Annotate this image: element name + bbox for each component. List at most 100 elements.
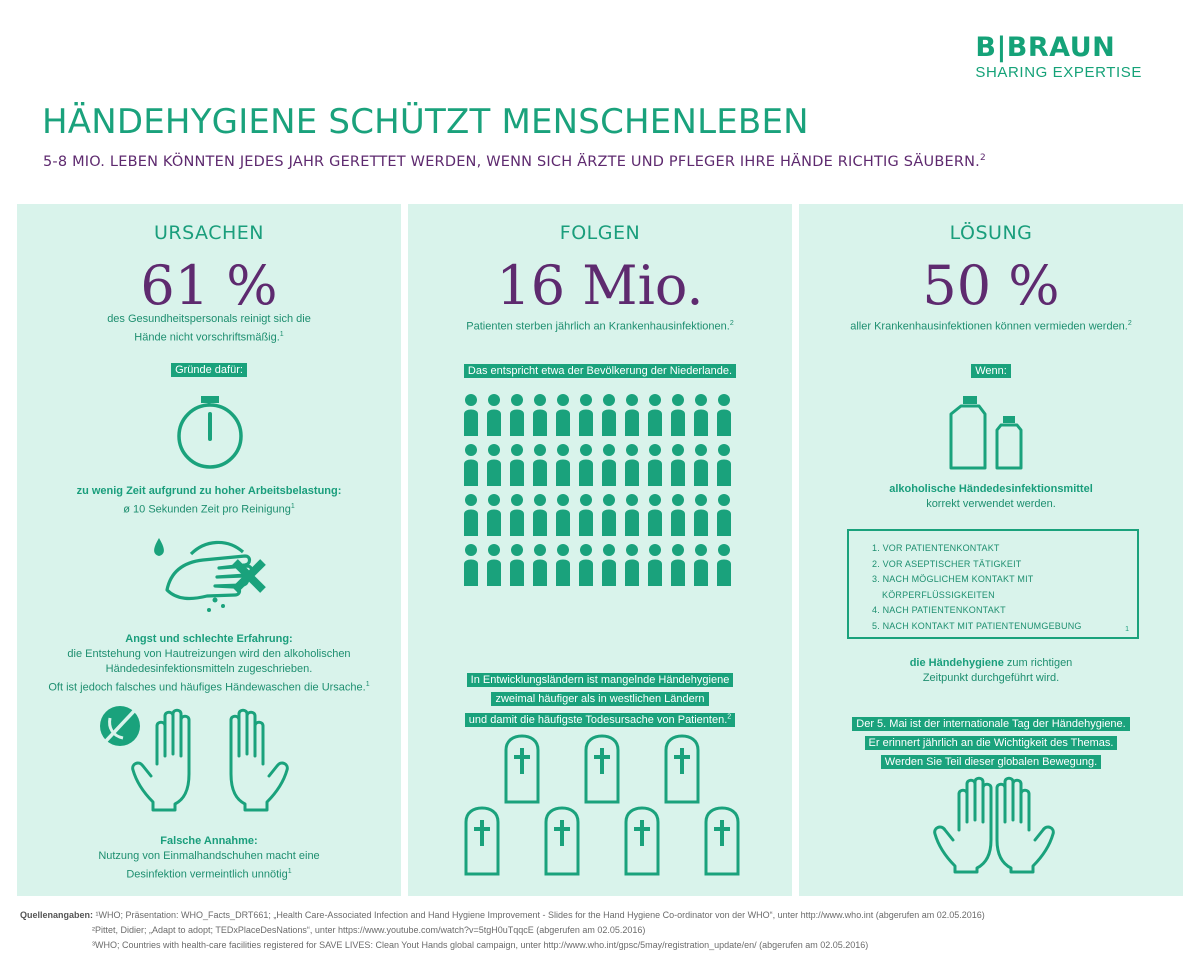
reason-text: ø 10 Sekunden Zeit pro Reinigung (123, 503, 291, 516)
people-icon (671, 394, 685, 436)
people-grid (464, 394, 731, 586)
hands-icon (933, 776, 1055, 874)
people-icon (579, 394, 593, 436)
gravestone-icon (464, 806, 500, 876)
people-icon (464, 494, 478, 536)
washing-hands-icon (154, 538, 266, 612)
reason-text: Nutzung von Einmalhandschuhen macht eine (98, 850, 320, 862)
stat-desc-line: des Gesundheitspersonals reinigt sich di… (107, 313, 311, 325)
people-icon (533, 544, 547, 586)
people-icon (717, 544, 731, 586)
gravestone-icon (664, 734, 700, 804)
people-icon (487, 444, 501, 486)
people-icon (464, 394, 478, 436)
reason-text: Desinfektion vermeintlich unnötig (126, 868, 288, 881)
people-icon (533, 394, 547, 436)
reason-time: zu wenig Zeit aufgrund zu hoher Arbeitsb… (17, 484, 401, 518)
people-icon (648, 494, 662, 536)
people-icon (648, 544, 662, 586)
source-item: ³WHO; Countries with health-care facilit… (92, 940, 869, 950)
stat-description: Patienten sterben jährlich an Krankenhau… (466, 320, 734, 333)
brand-logo: B|BRAUN SHARING EXPERTISE (975, 32, 1142, 82)
reason-text: die Entstehung von Hautreizungen wird de… (67, 648, 351, 660)
column-folgen: FOLGEN 16 Mio. Patienten sterben jährlic… (408, 204, 792, 896)
people-icon (602, 544, 616, 586)
logo-wordmark: B|BRAUN (975, 32, 1116, 63)
people-icon (487, 394, 501, 436)
people-icon (694, 544, 708, 586)
people-icon (556, 444, 570, 486)
reason-text: Oft ist jedoch falsches und häufiges Hän… (48, 681, 366, 694)
people-icon (579, 494, 593, 536)
people-icon (579, 444, 593, 486)
reason-title: Angst und schlechte Erfahrung: (125, 633, 293, 645)
list-item: 4. NACH PATIENTENKONTAKT (872, 605, 1006, 615)
column-ursachen: URSACHEN 61 % des Gesundheitspersonals r… (17, 204, 401, 896)
people-icon (464, 544, 478, 586)
reasons-label: Gründe dafür: (17, 360, 401, 379)
column-loesung: LÖSUNG 50 % aller Krankenhausinfektionen… (799, 204, 1183, 896)
page-subtitle: 5-8 MIO. LEBEN KÖNNTEN JEDES JAHR GERETT… (43, 153, 986, 170)
sources-label: Quellenangaben: (20, 910, 94, 920)
stat-ref: 1 (279, 331, 284, 338)
people-icon (648, 394, 662, 436)
no-gloves-icon (100, 706, 289, 812)
people-icon (671, 544, 685, 586)
people-icon (487, 544, 501, 586)
people-icon (625, 494, 639, 536)
people-icon (717, 494, 731, 536)
people-icon (510, 544, 524, 586)
people-icon (671, 494, 685, 536)
list-ref: 1 (1125, 626, 1129, 633)
reason-title: Falsche Annahme: (160, 835, 258, 847)
people-icon (556, 394, 570, 436)
people-icon (717, 394, 731, 436)
people-icon (648, 444, 662, 486)
big-stat: 61 % (140, 254, 278, 317)
list-item: 5. NACH KONTAKT MIT PATIENTENUMGEBUNG (872, 620, 1082, 631)
list-item: 3. NACH MÖGLICHEM KONTAKT MIT (872, 574, 1034, 584)
people-icon (694, 494, 708, 536)
reason-title: zu wenig Zeit aufgrund zu hoher Arbeitsb… (76, 485, 342, 497)
big-stat: 50 % (922, 254, 1060, 317)
people-icon (556, 544, 570, 586)
gravestone-icon (624, 806, 660, 876)
people-icon (625, 394, 639, 436)
people-icon (671, 444, 685, 486)
list-item: 2. VOR ASEPTISCHER TÄTIGKEIT (872, 558, 1022, 569)
subtitle-text: 5-8 MIO. LEBEN KÖNNTEN JEDES JAHR GERETT… (43, 153, 980, 170)
if-label: Wenn: (799, 361, 1183, 380)
column-heading: URSACHEN (154, 222, 264, 244)
gravestone-icon (584, 734, 620, 804)
people-icon (602, 394, 616, 436)
people-icon (510, 394, 524, 436)
hygiene-timing-text: die Händehygiene zum richtigen Zeitpunkt… (909, 657, 1073, 684)
reason-text: Händedesinfektionsmitteln zugeschrieben. (105, 663, 313, 675)
column-heading: FOLGEN (559, 222, 641, 244)
stat-description: des Gesundheitspersonals reinigt sich di… (17, 312, 401, 346)
reason-gloves: Falsche Annahme: Nutzung von Einmalhands… (17, 834, 401, 883)
people-icon (625, 444, 639, 486)
developing-countries-note: In Entwicklungsländern ist mangelnde Hän… (408, 670, 792, 729)
logo-tagline: SHARING EXPERTISE (975, 64, 1142, 81)
people-icon (602, 494, 616, 536)
gravestone-icon (544, 806, 580, 876)
stat-desc-line: Hände nicht vorschriftsmäßig. (134, 331, 280, 344)
people-icon (602, 444, 616, 486)
people-icon (510, 494, 524, 536)
people-icon (579, 544, 593, 586)
big-stat: 16 Mio. (496, 254, 704, 317)
people-icon (510, 444, 524, 486)
sources: Quellenangaben: ¹WHO; Präsentation: WHO_… (20, 908, 985, 953)
people-icon (625, 544, 639, 586)
disinfectant-text: alkoholische Händedesinfektionsmittel ko… (889, 483, 1093, 510)
compare-label: Das entspricht etwa der Bevölkerung der … (408, 361, 792, 380)
people-icon (717, 444, 731, 486)
people-icon (533, 494, 547, 536)
gravestone-icon (504, 734, 540, 804)
people-icon (694, 394, 708, 436)
people-icon (694, 444, 708, 486)
people-icon (533, 444, 547, 486)
subtitle-ref: 2 (979, 153, 986, 163)
people-icon (464, 444, 478, 486)
